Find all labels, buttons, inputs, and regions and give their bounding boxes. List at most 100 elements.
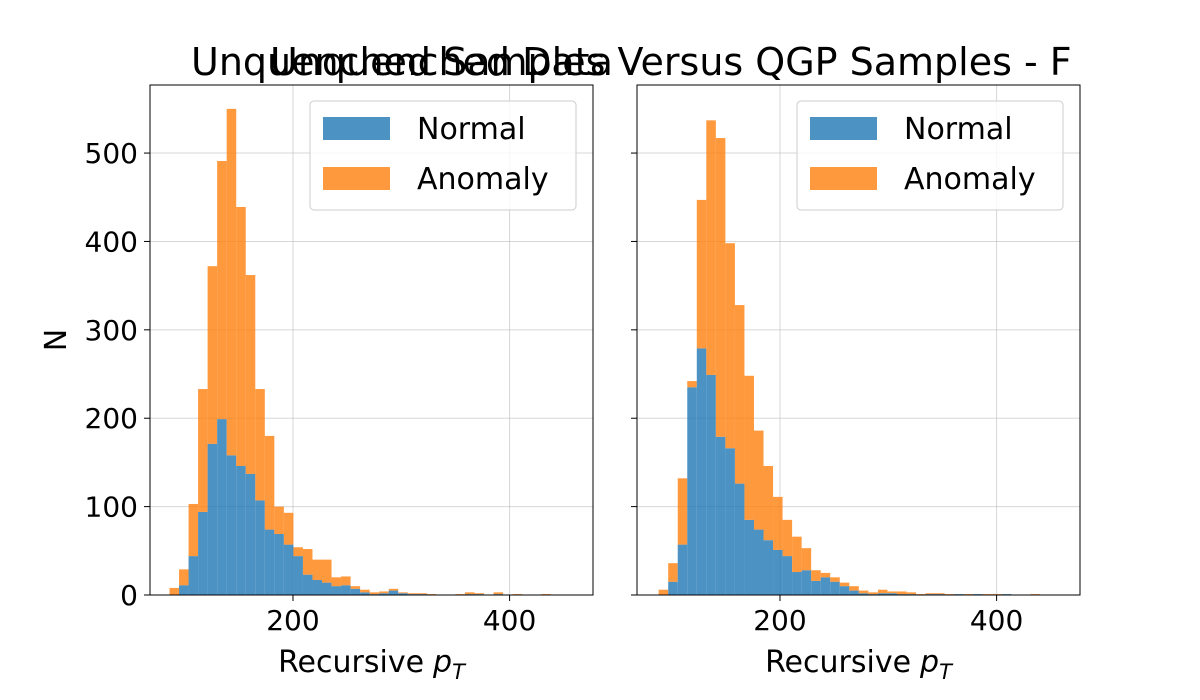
legend-label: Normal bbox=[417, 112, 526, 147]
bar bbox=[839, 582, 850, 587]
bar bbox=[801, 570, 812, 595]
bar bbox=[198, 389, 208, 512]
bar bbox=[312, 559, 323, 580]
bar bbox=[388, 590, 399, 595]
bar bbox=[302, 549, 313, 575]
axes-frame bbox=[636, 84, 1081, 596]
bar bbox=[763, 465, 774, 541]
bar bbox=[388, 588, 399, 591]
x-tick-label: 400 bbox=[483, 604, 536, 637]
bar bbox=[236, 206, 246, 466]
bar bbox=[341, 576, 351, 586]
axes-frame bbox=[149, 84, 594, 596]
bar bbox=[283, 544, 294, 595]
bar bbox=[830, 577, 840, 582]
legend-swatch bbox=[323, 167, 390, 190]
bar bbox=[782, 556, 793, 595]
legend-label: Normal bbox=[904, 112, 1013, 147]
bar bbox=[696, 348, 707, 595]
bar bbox=[677, 544, 688, 595]
bar bbox=[274, 506, 284, 535]
bar bbox=[668, 581, 678, 595]
bar bbox=[179, 585, 189, 595]
bar bbox=[407, 593, 418, 595]
bar bbox=[725, 448, 735, 595]
chart-title: Unquenched Data bbox=[270, 40, 613, 84]
legend-label: Anomaly bbox=[417, 162, 549, 197]
bar bbox=[217, 419, 227, 595]
bar bbox=[792, 572, 802, 595]
y-tick-label: 400 bbox=[85, 225, 138, 258]
bar bbox=[811, 580, 821, 595]
bar bbox=[820, 577, 831, 595]
bar bbox=[293, 556, 303, 595]
legend-swatch bbox=[323, 117, 390, 140]
bar bbox=[379, 591, 389, 594]
legend-swatch bbox=[810, 117, 877, 140]
bar bbox=[877, 589, 888, 594]
bar bbox=[773, 496, 783, 550]
bar bbox=[877, 593, 888, 595]
bar bbox=[725, 243, 735, 449]
y-tick-label: 200 bbox=[85, 402, 138, 435]
bar bbox=[255, 389, 265, 501]
bar bbox=[744, 519, 754, 595]
x-tick-label: 400 bbox=[970, 604, 1023, 637]
bar bbox=[925, 593, 936, 595]
bar bbox=[839, 586, 850, 595]
bar bbox=[379, 593, 389, 595]
bar bbox=[474, 593, 485, 595]
bar bbox=[198, 511, 208, 595]
bar bbox=[360, 592, 370, 595]
bar bbox=[782, 519, 793, 557]
x-axis-label: Recursive pT bbox=[765, 645, 954, 684]
legend-swatch bbox=[810, 167, 877, 190]
bar bbox=[226, 455, 237, 595]
bar bbox=[417, 593, 427, 595]
bar bbox=[687, 381, 697, 388]
x-axis-label-text: Recursive bbox=[765, 645, 911, 680]
bar bbox=[668, 563, 678, 582]
bar bbox=[245, 473, 256, 595]
bar bbox=[849, 586, 859, 591]
bar bbox=[302, 574, 313, 595]
bar bbox=[398, 592, 408, 594]
bar bbox=[658, 589, 669, 595]
bar bbox=[255, 500, 265, 595]
bar bbox=[493, 592, 504, 595]
bar bbox=[868, 592, 878, 595]
bar bbox=[293, 547, 303, 557]
bar bbox=[811, 570, 821, 581]
bar bbox=[188, 556, 199, 595]
bar bbox=[322, 582, 332, 595]
y-axis-label: N bbox=[39, 329, 74, 351]
bar bbox=[236, 465, 246, 595]
bar bbox=[398, 593, 408, 595]
bar bbox=[763, 540, 774, 595]
bar bbox=[188, 503, 199, 557]
bar bbox=[792, 536, 802, 573]
bar bbox=[753, 430, 764, 530]
x-tick-label: 200 bbox=[753, 604, 806, 637]
bar bbox=[331, 577, 342, 587]
bar bbox=[464, 592, 475, 595]
bar bbox=[207, 443, 218, 595]
bar bbox=[696, 199, 707, 349]
bar bbox=[245, 275, 256, 474]
bar bbox=[906, 592, 917, 595]
bar bbox=[715, 138, 726, 437]
bar bbox=[360, 589, 370, 593]
bar bbox=[706, 374, 716, 595]
y-tick-label: 300 bbox=[85, 314, 138, 347]
bar bbox=[858, 590, 869, 594]
bar bbox=[226, 108, 237, 456]
bar bbox=[369, 592, 380, 595]
bar bbox=[773, 549, 783, 595]
bar bbox=[274, 534, 284, 595]
bar bbox=[849, 590, 859, 595]
bar bbox=[264, 529, 275, 595]
bar bbox=[217, 161, 227, 420]
x-axis-label-symbol: p bbox=[432, 645, 452, 680]
bar bbox=[677, 478, 688, 545]
bar bbox=[322, 559, 332, 583]
